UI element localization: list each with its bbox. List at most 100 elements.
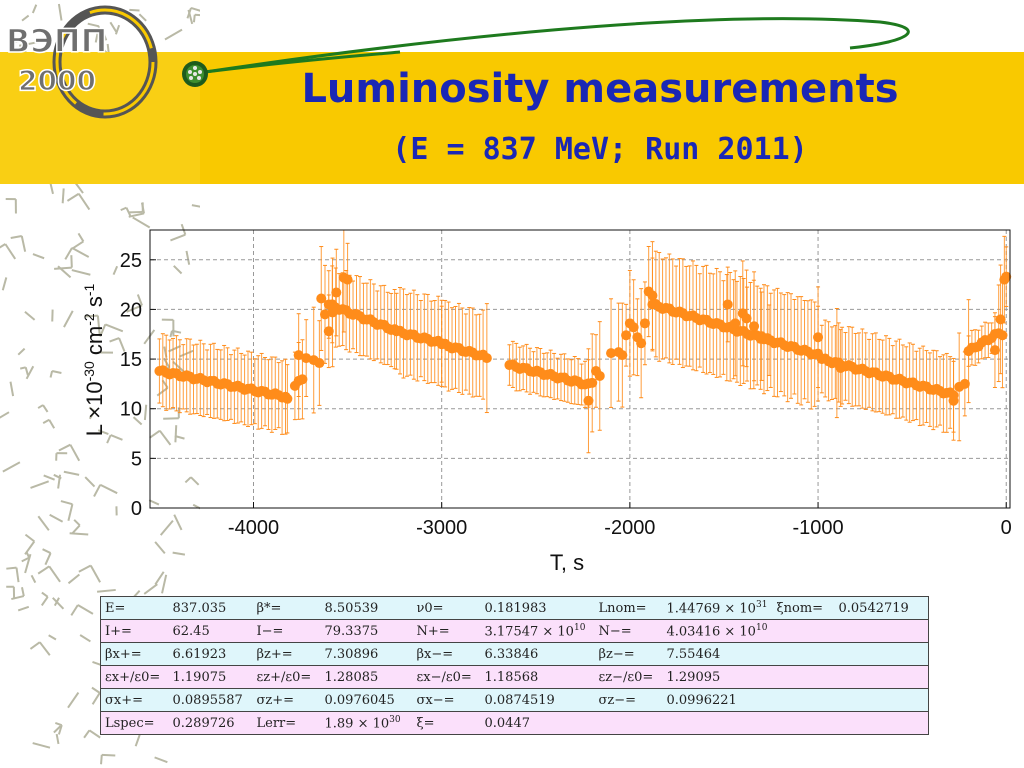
- param-name: Lerr=: [252, 711, 321, 735]
- y-tick-label: 10: [120, 399, 142, 421]
- param-name: εx+/ε0=: [100, 665, 169, 689]
- param-value: [834, 688, 929, 712]
- header-band: [0, 52, 1024, 184]
- y-tick-label: 20: [120, 299, 142, 321]
- data-point: [314, 358, 325, 369]
- param-value: 1.18568: [480, 665, 595, 689]
- param-name: [772, 711, 835, 735]
- data-point: [297, 374, 308, 385]
- data-point: [813, 332, 824, 343]
- param-name: [772, 642, 835, 666]
- param-value: 6.33846: [480, 642, 595, 666]
- param-name: ξnom=: [772, 596, 835, 620]
- logo-line1: ВЭПП: [6, 22, 107, 60]
- page-title: Luminosity measurements: [301, 66, 899, 112]
- param-value: 3.17547 × 1010: [480, 619, 595, 643]
- data-point: [963, 346, 974, 357]
- param-value: 1.19075: [168, 665, 253, 689]
- plot-frame: [149, 229, 1011, 509]
- param-value: [834, 665, 929, 689]
- data-point: [647, 290, 658, 301]
- data-point: [587, 377, 598, 388]
- data-point: [722, 299, 733, 310]
- param-name: β*=: [252, 596, 321, 620]
- luminosity-chart: 0 5 10 15 20 25 -4000 -3000 -2000 -1000 0 T, s L ×…: [81, 229, 1012, 575]
- y-tick-label: 25: [120, 250, 142, 272]
- data-point: [741, 313, 752, 324]
- y-tick-label: 5: [131, 448, 142, 470]
- data-point: [323, 326, 334, 337]
- x-tick-label: -4000: [228, 517, 279, 539]
- data-point: [628, 322, 639, 333]
- param-name: βz+=: [252, 642, 321, 666]
- x-tick-label: -1000: [792, 517, 843, 539]
- data-point: [995, 314, 1006, 325]
- data-point: [606, 348, 617, 359]
- data-point: [997, 330, 1008, 341]
- beam-parameters-table: E= 837.035 β*= 8.50539 ν0= 0.181983 Lnom= 1.447…: [100, 596, 929, 735]
- data-point: [1001, 271, 1012, 282]
- param-name: ν0=: [412, 596, 481, 620]
- x-axis-label: T, s: [550, 550, 584, 575]
- param-value: 0.0996221: [662, 688, 773, 712]
- param-value: 0.181983: [480, 596, 595, 620]
- data-point: [989, 345, 1000, 356]
- data-point: [282, 393, 293, 404]
- data-point: [301, 353, 312, 364]
- param-value: 0.0542719: [834, 596, 929, 620]
- param-name: εz+/ε0=: [252, 665, 321, 689]
- param-name: Lnom=: [594, 596, 663, 620]
- param-value: [834, 619, 929, 643]
- data-point: [835, 363, 846, 374]
- param-value: 6.61923: [168, 642, 253, 666]
- param-name: εx−/ε0=: [412, 665, 481, 689]
- data-point: [730, 318, 741, 329]
- param-value: 0.289726: [168, 711, 253, 735]
- data-point: [342, 274, 353, 285]
- data-point: [327, 307, 338, 318]
- param-value: 7.30896: [320, 642, 413, 666]
- swoosh-line: [204, 17, 910, 74]
- param-name: Lspec=: [100, 711, 169, 735]
- data-point: [959, 378, 970, 389]
- param-name: σz−=: [594, 688, 663, 712]
- param-name: βx+=: [100, 642, 169, 666]
- param-name: E=: [100, 596, 169, 620]
- param-value: 8.50539: [320, 596, 413, 620]
- data-point: [583, 395, 594, 406]
- param-value: 1.29095: [662, 665, 773, 689]
- x-tick-label: -3000: [416, 517, 467, 539]
- data-point: [594, 370, 605, 381]
- param-name: σx−=: [412, 688, 481, 712]
- y-axis-label: L ×10-30 cm-2 s-1: [81, 284, 107, 437]
- y-tick-label: 0: [131, 498, 142, 520]
- param-name: σz+=: [252, 688, 321, 712]
- logo-line2: 2000: [18, 64, 96, 97]
- param-value: 1.28085: [320, 665, 413, 689]
- param-value: 1.44769 × 1031: [662, 596, 773, 620]
- data-point: [756, 331, 767, 342]
- param-value: [834, 642, 929, 666]
- param-value: 837.035: [168, 596, 253, 620]
- table-row: E= 837.035 β*= 8.50539 ν0= 0.181983 Lnom= 1.447…: [100, 596, 929, 620]
- param-value: 62.45: [168, 619, 253, 643]
- table-row: βx+= 6.61923 βz+= 7.30896 βx−= 6.33846 βz−= 7.5…: [100, 642, 929, 666]
- param-name: βx−=: [412, 642, 481, 666]
- param-name: σx+=: [100, 688, 169, 712]
- param-name: [772, 665, 835, 689]
- param-value: 0.0874519: [480, 688, 595, 712]
- page-subtitle: (E = 837 MeV; Run 2011): [392, 132, 808, 167]
- data-point: [639, 318, 650, 329]
- table-row: εx+/ε0= 1.19075 εz+/ε0= 1.28085 εx−/ε0= 1.185…: [100, 665, 929, 689]
- data-point: [764, 335, 775, 346]
- param-value: 79.3375: [320, 619, 413, 643]
- data-point: [948, 395, 959, 406]
- table-row: Lspec= 0.289726 Lerr= 1.89 × 1030 ξ= 0.0447: [100, 711, 929, 735]
- param-name: I+=: [100, 619, 169, 643]
- x-tick-label: 0: [1001, 517, 1012, 539]
- param-name: [594, 711, 663, 735]
- vepp-2000-logo: ВЭПП 2000: [5, 5, 208, 119]
- data-point: [320, 309, 331, 320]
- data-point: [331, 287, 342, 298]
- param-value: 1.89 × 1030: [320, 711, 413, 735]
